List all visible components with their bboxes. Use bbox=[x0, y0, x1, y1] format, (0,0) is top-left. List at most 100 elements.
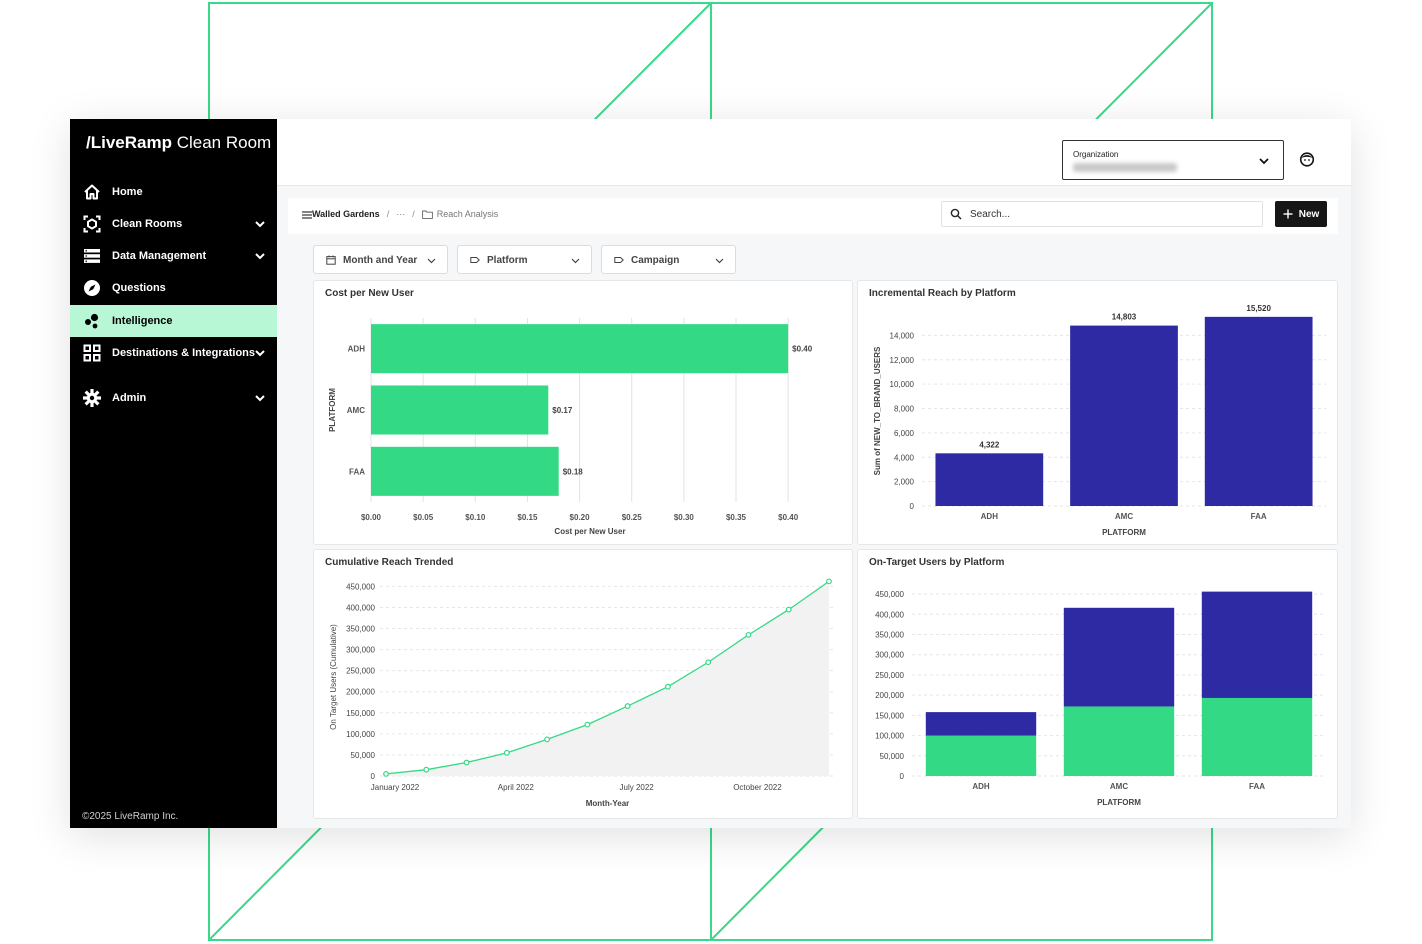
y-tick-label: 2,000 bbox=[894, 478, 915, 487]
data-point bbox=[584, 721, 591, 728]
tag-icon bbox=[614, 257, 624, 263]
y-tick-label: 350,000 bbox=[346, 625, 375, 634]
sidebar-item-label: Data Management bbox=[112, 250, 207, 262]
x-tick-label: July 2022 bbox=[620, 783, 655, 792]
card-cumulative-reach: Cumulative Reach Trended 0 50,000 100,000 1… bbox=[313, 549, 853, 819]
new-button-label: New bbox=[1298, 208, 1320, 220]
copyright-text: ©2025 LiveRamp Inc. bbox=[82, 811, 179, 822]
breadcrumb-reach-analysis[interactable]: Reach Analysis bbox=[436, 209, 499, 219]
stacked-bar-segment bbox=[1063, 607, 1175, 707]
series-line bbox=[385, 580, 830, 775]
y-tick-label: AMC bbox=[347, 406, 365, 415]
sidebar-item-label: Home bbox=[112, 186, 143, 198]
search-placeholder: Search... bbox=[970, 209, 1011, 220]
y-tick-label: 150,000 bbox=[875, 711, 904, 720]
y-axis-title: Sum of NEW_TO_BRAND_USERS bbox=[873, 346, 882, 475]
chevron-down-icon bbox=[571, 258, 580, 264]
y-tick-label: 200,000 bbox=[875, 691, 904, 700]
chart-title: Cost per New User bbox=[325, 288, 414, 299]
y-tick-label: 100,000 bbox=[346, 730, 375, 739]
y-tick-label: 8,000 bbox=[894, 405, 915, 414]
search-input[interactable]: Search... bbox=[941, 201, 1263, 227]
x-tick-label: $0.20 bbox=[570, 513, 591, 522]
breadcrumb-ellipsis[interactable]: ··· bbox=[396, 209, 406, 219]
y-tick-label: 200,000 bbox=[346, 688, 375, 697]
page-toolbar: Walled Gardens / ··· / Reach Analysis Se… bbox=[288, 198, 1338, 234]
y-tick-label: 400,000 bbox=[875, 610, 904, 619]
data-label: $0.17 bbox=[552, 406, 573, 415]
sidebar-item-destinations-integrations[interactable]: Destinations & Integrations bbox=[70, 337, 277, 369]
chevron-down-icon bbox=[427, 258, 436, 264]
y-tick-label: 100,000 bbox=[875, 732, 904, 741]
x-tick-label: AMC bbox=[1115, 512, 1133, 521]
breadcrumb-walled-gardens[interactable]: Walled Gardens bbox=[312, 209, 380, 219]
sidebar-item-label: Admin bbox=[112, 392, 147, 404]
data-label: $0.40 bbox=[792, 345, 813, 354]
clean-room-icon bbox=[83, 215, 101, 233]
menu-icon[interactable] bbox=[302, 210, 312, 220]
x-tick-label: $0.40 bbox=[778, 513, 799, 522]
sidebar-item-questions[interactable]: Questions bbox=[70, 272, 277, 304]
sidebar-item-admin[interactable]: Admin bbox=[70, 382, 277, 414]
chevron-down-icon bbox=[255, 253, 265, 260]
y-tick-label: 4,000 bbox=[894, 453, 915, 462]
filter-campaign[interactable]: Campaign bbox=[601, 245, 736, 274]
data-point bbox=[826, 578, 832, 585]
app-window: /LiveRamp Clean Room Home Clean Rooms bbox=[70, 119, 1351, 828]
data-point bbox=[463, 759, 470, 766]
x-tick-label: AMC bbox=[1110, 782, 1128, 791]
filter-label: Campaign bbox=[631, 255, 680, 266]
new-button[interactable]: New bbox=[1275, 201, 1327, 227]
filter-platform[interactable]: Platform bbox=[457, 245, 592, 274]
sidebar-item-intelligence[interactable]: Intelligence bbox=[70, 305, 277, 337]
data-label: 4,322 bbox=[979, 440, 1000, 449]
liveramp-logo[interactable]: /LiveRamp Clean Room bbox=[86, 133, 271, 153]
data-point bbox=[383, 770, 389, 777]
organization-select[interactable]: Organization bbox=[1062, 140, 1284, 180]
y-tick-label: 6,000 bbox=[894, 429, 915, 438]
x-tick-label: $0.15 bbox=[517, 513, 538, 522]
data-point bbox=[745, 631, 752, 638]
breadcrumb: Walled Gardens / ··· / Reach Analysis bbox=[312, 209, 498, 219]
filter-month-and-year[interactable]: Month and Year bbox=[313, 245, 448, 274]
chevron-down-icon bbox=[255, 350, 265, 357]
chevron-down-icon bbox=[255, 221, 265, 228]
x-axis-title: Cost per New User bbox=[554, 527, 625, 536]
y-tick-label: 150,000 bbox=[346, 709, 375, 718]
sidebar-item-home[interactable]: Home bbox=[70, 176, 277, 208]
x-tick-label: $0.00 bbox=[361, 513, 382, 522]
chevron-down-icon bbox=[1259, 158, 1269, 165]
data-point bbox=[665, 683, 671, 690]
y-tick-label: 10,000 bbox=[890, 380, 915, 389]
x-tick-label: FAA bbox=[1251, 512, 1267, 521]
stacked-bar-segment bbox=[925, 712, 1037, 736]
chart-title: On-Target Users by Platform bbox=[869, 557, 1005, 568]
sidebar-item-clean-rooms[interactable]: Clean Rooms bbox=[70, 208, 277, 240]
folder-icon bbox=[421, 210, 433, 219]
bar bbox=[371, 385, 549, 435]
compass-icon bbox=[83, 279, 101, 297]
main-content: Organization Walled Gardens / ··· / bbox=[277, 119, 1351, 828]
bar bbox=[371, 446, 559, 496]
sidebar-item-data-management[interactable]: Data Management bbox=[70, 240, 277, 272]
y-tick-label: FAA bbox=[349, 467, 365, 476]
intelligence-icon bbox=[83, 312, 101, 330]
on-target-users-chart: 0 50,000 100,000 150,000 200,000 250,000 300,0… bbox=[875, 590, 1326, 807]
y-tick-label: 0 bbox=[910, 502, 915, 511]
x-tick-label: $0.05 bbox=[413, 513, 434, 522]
card-incremental-reach: Incremental Reach by Platform 0 2,000 4,00… bbox=[857, 280, 1338, 545]
bar bbox=[1070, 325, 1178, 506]
card-cost-per-new-user: Cost per New User $0.00 $0.05 $0.10 $0.15 $0… bbox=[313, 280, 853, 545]
cumulative-reach-chart: 0 50,000 100,000 150,000 200,000 250,000 300,0… bbox=[329, 578, 834, 808]
y-axis-title: PLATFORM bbox=[328, 388, 337, 432]
x-tick-label: April 2022 bbox=[498, 783, 535, 792]
data-point bbox=[544, 736, 550, 743]
x-tick-label: $0.30 bbox=[674, 513, 695, 522]
data-point bbox=[503, 749, 510, 756]
data-label: 14,803 bbox=[1112, 313, 1137, 322]
x-tick-label: ADH bbox=[972, 782, 990, 791]
area-fill bbox=[386, 581, 829, 776]
search-icon bbox=[950, 208, 962, 220]
chart-title: Cumulative Reach Trended bbox=[325, 557, 454, 568]
user-avatar-icon[interactable] bbox=[1299, 151, 1315, 167]
